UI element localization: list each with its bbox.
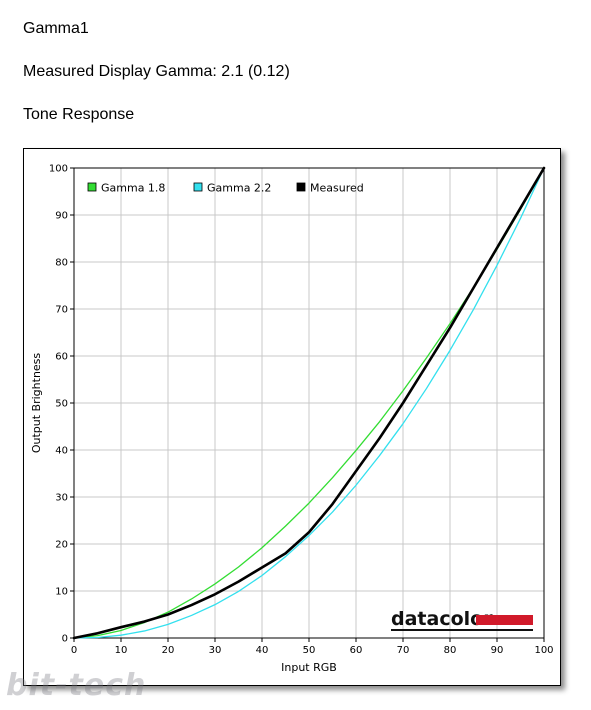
legend-swatch-gamma-1-8 <box>87 182 97 192</box>
tone-response-chart: 0 10 20 30 40 50 60 70 80 90 100 0 10 20 30 40 50 60 70 80 9… <box>23 148 561 686</box>
x-tick-label: 60 <box>350 645 363 656</box>
logo-red-bar <box>476 615 533 625</box>
legend-swatch-measured <box>296 182 306 192</box>
x-tick-label: 20 <box>162 645 175 656</box>
x-axis-title: Input RGB <box>281 661 337 674</box>
series-line-gamma-2-2 <box>73 167 545 639</box>
chart-svg: 0 10 20 30 40 50 60 70 80 90 100 0 10 20 30 40 50 60 70 80 9… <box>30 164 554 675</box>
x-tick-label: 0 <box>71 645 77 656</box>
x-tick-label: 30 <box>209 645 222 656</box>
legend-label-gamma-1-8: Gamma 1.8 <box>101 182 165 195</box>
x-tick-label: 70 <box>397 645 410 656</box>
section-heading: Tone Response <box>23 106 135 123</box>
y-tick-label: 80 <box>55 258 68 269</box>
y-tick-label: 20 <box>55 540 68 551</box>
x-tick-label: 50 <box>303 645 316 656</box>
series-line-measured <box>72 166 546 640</box>
logo-underline <box>391 629 533 631</box>
y-tick-label: 100 <box>49 164 68 175</box>
y-tick-label: 90 <box>55 211 68 222</box>
legend: Gamma 1.8 Gamma 2.2 Measured <box>87 182 364 195</box>
grid <box>73 167 545 639</box>
x-tick-label: 90 <box>491 645 504 656</box>
x-tick-label: 40 <box>256 645 269 656</box>
axes: 0 10 20 30 40 50 60 70 80 90 100 0 10 20 30 40 50 60 70 80 9… <box>30 164 554 675</box>
y-tick-label: 50 <box>55 399 68 410</box>
y-tick-label: 30 <box>55 493 68 504</box>
x-tick-label: 80 <box>444 645 457 656</box>
y-tick-label: 40 <box>55 446 68 457</box>
measured-gamma-text: Measured Display Gamma: 2.1 (0.12) <box>23 63 290 80</box>
y-tick-label: 0 <box>62 634 68 645</box>
x-tick-label: 10 <box>115 645 128 656</box>
datacolor-logo: datacolor <box>391 608 533 631</box>
series <box>72 166 546 640</box>
y-axis-title: Output Brightness <box>30 353 43 454</box>
x-tick-label: 100 <box>534 645 553 656</box>
y-tick-label: 10 <box>55 587 68 598</box>
legend-swatch-gamma-2-2 <box>193 182 203 192</box>
y-tick-label: 60 <box>55 352 68 363</box>
legend-label-gamma-2-2: Gamma 2.2 <box>207 182 271 195</box>
y-tick-label: 70 <box>55 305 68 316</box>
legend-label-measured: Measured <box>310 182 364 195</box>
logo-text: datacolor <box>391 608 493 630</box>
watermark-text: bit-tech <box>6 668 147 703</box>
page-title: Gamma1 <box>23 20 89 37</box>
